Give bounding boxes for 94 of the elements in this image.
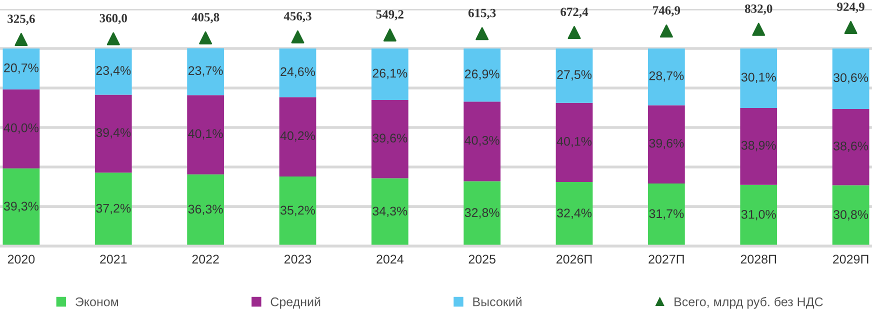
data-label: 40,1% <box>556 136 592 148</box>
data-label: 40,0% <box>4 123 38 134</box>
data-label: 360,0 <box>100 14 127 24</box>
bar <box>371 48 408 100</box>
data-label: 20,7% <box>4 63 38 74</box>
bar <box>740 108 778 185</box>
legend-label: Средний <box>270 296 320 309</box>
data-label: 26,1% <box>372 68 408 80</box>
x-tick-label: 2024 <box>376 254 404 264</box>
legend-label: Эконом <box>76 297 118 306</box>
data-label: 28,7% <box>649 71 684 82</box>
bar <box>187 48 224 96</box>
x-tick-label: 2025 <box>468 254 496 264</box>
bar <box>464 102 501 182</box>
data-label: 325,6 <box>8 14 35 25</box>
data-label: 34,3% <box>372 206 408 218</box>
bar <box>94 94 132 173</box>
x-tick-label: 2028П <box>740 254 776 264</box>
bar <box>94 172 132 246</box>
point <box>14 32 28 46</box>
data-label: 832,0 <box>744 4 772 15</box>
data-label: 32,4% <box>557 208 592 219</box>
bar <box>832 48 870 109</box>
point <box>752 22 766 36</box>
data-label: 26,9% <box>464 70 500 80</box>
bar <box>2 168 40 246</box>
x-tick-label: 2029П <box>833 254 868 264</box>
data-label: 405,8 <box>192 12 220 24</box>
data-label: 549,2 <box>376 10 404 20</box>
data-label: 24,6% <box>280 67 316 78</box>
data-label: 31,0% <box>741 210 776 220</box>
bar <box>556 182 593 246</box>
point <box>383 28 396 42</box>
data-label: 30,6% <box>834 73 868 84</box>
x-tick-label: 2026П <box>556 254 592 264</box>
x-tick-label: 2027П <box>648 254 684 264</box>
data-label: 746,9 <box>653 6 680 16</box>
bar <box>2 48 40 90</box>
data-label: 30,1% <box>741 72 776 84</box>
bar <box>832 185 870 246</box>
data-label: 40,3% <box>464 136 500 146</box>
data-label: 924,9 <box>837 2 864 13</box>
data-label: 39,4% <box>96 128 131 138</box>
bar <box>279 176 316 246</box>
bar <box>94 48 132 95</box>
x-tick-label: 2022 <box>192 254 219 264</box>
point <box>568 26 581 40</box>
point <box>844 20 858 34</box>
bar <box>187 95 224 174</box>
data-label: 37,2% <box>96 204 131 214</box>
bar <box>2 89 40 168</box>
data-label: 36,3% <box>188 204 223 216</box>
data-label: 39,6% <box>372 134 408 144</box>
bar <box>279 48 316 98</box>
bar <box>556 48 593 103</box>
point <box>660 24 673 38</box>
data-label: 23,4% <box>96 66 131 76</box>
bar <box>832 108 870 186</box>
data-label: 38,6% <box>834 142 868 152</box>
bar <box>648 183 685 246</box>
bar <box>648 48 685 106</box>
data-label: 615,3 <box>468 8 496 20</box>
data-label: 30,8% <box>834 210 868 220</box>
bar <box>740 48 778 108</box>
data-label: 35,2% <box>280 206 316 216</box>
bar <box>371 178 408 246</box>
data-label: 31,7% <box>649 209 684 220</box>
legend-label: Всего, млрд руб. без НДС <box>674 296 823 309</box>
data-label: 39,3% <box>4 202 38 212</box>
bar <box>464 48 501 102</box>
bar <box>556 102 593 182</box>
bar <box>464 181 501 246</box>
data-label: 40,2% <box>280 131 316 142</box>
data-label: 27,5% <box>557 70 592 80</box>
x-tick-label: 2021 <box>100 254 127 264</box>
data-label: 23,7% <box>188 66 223 77</box>
bar <box>648 105 685 184</box>
bar <box>740 184 778 246</box>
bar <box>279 97 316 177</box>
legend-label: Высокий <box>473 296 522 306</box>
point <box>199 31 212 44</box>
data-label: 672,4 <box>560 8 588 18</box>
x-tick-label: 2020 <box>8 254 35 264</box>
bar <box>371 100 408 178</box>
data-label: 39,6% <box>649 138 684 150</box>
point <box>476 27 489 40</box>
data-label: 32,8% <box>464 208 500 219</box>
bar <box>187 174 224 246</box>
data-label: 40,1% <box>188 129 223 140</box>
x-tick-label: 2023 <box>284 254 312 264</box>
point <box>106 32 120 46</box>
data-label: 456,3 <box>284 12 312 22</box>
point <box>291 30 304 44</box>
data-label: 38,9% <box>741 140 776 152</box>
